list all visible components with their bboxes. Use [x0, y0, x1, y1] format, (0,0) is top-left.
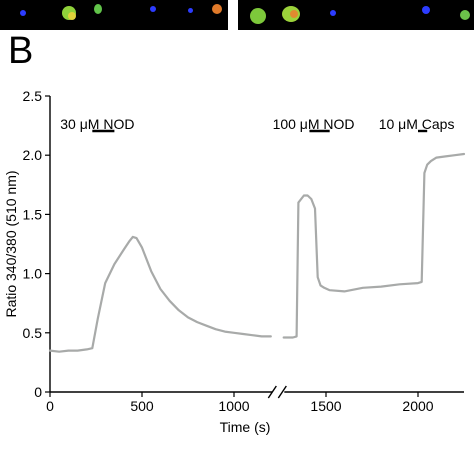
cell-blob	[212, 4, 222, 14]
micrograph-right	[238, 0, 474, 30]
x-tick-label: 1500	[310, 398, 341, 414]
axis-break-mark	[277, 385, 287, 399]
micrograph-left	[0, 0, 228, 30]
y-axis-title: Ratio 340/380 (510 nm)	[3, 170, 19, 317]
cell-blob	[150, 6, 156, 12]
x-tick-label: 0	[46, 398, 54, 414]
data-series-line	[48, 235, 272, 353]
x-tick-label: 2000	[402, 398, 433, 414]
y-tick-label: 1.5	[23, 206, 43, 222]
x-axis-title: Time (s)	[220, 419, 271, 435]
y-tick-label: 1.0	[23, 266, 43, 282]
y-tick-label: 0.5	[23, 325, 43, 341]
drug-application-label: 10 μM Caps	[379, 116, 455, 132]
x-tick-label: 1000	[218, 398, 249, 414]
cell-blob	[290, 10, 298, 18]
cell-blob	[68, 12, 76, 20]
data-series-line	[282, 152, 466, 339]
cell-blob	[20, 10, 26, 16]
y-tick-label: 2.5	[23, 88, 43, 104]
y-tick-label: 2.0	[23, 147, 43, 163]
drug-application-label: 30 μM NOD	[60, 116, 134, 132]
y-tick-label: 0	[34, 384, 42, 400]
cell-blob	[250, 8, 266, 24]
cell-blob	[94, 4, 102, 14]
axis-break-mark	[267, 385, 277, 399]
panel-label: B	[8, 30, 34, 72]
drug-application-label: 100 μM NOD	[273, 116, 355, 132]
cell-blob	[188, 8, 193, 13]
cell-blob	[330, 10, 336, 16]
cell-blob	[460, 10, 470, 20]
x-tick-label: 500	[130, 398, 154, 414]
cell-blob	[422, 6, 430, 14]
